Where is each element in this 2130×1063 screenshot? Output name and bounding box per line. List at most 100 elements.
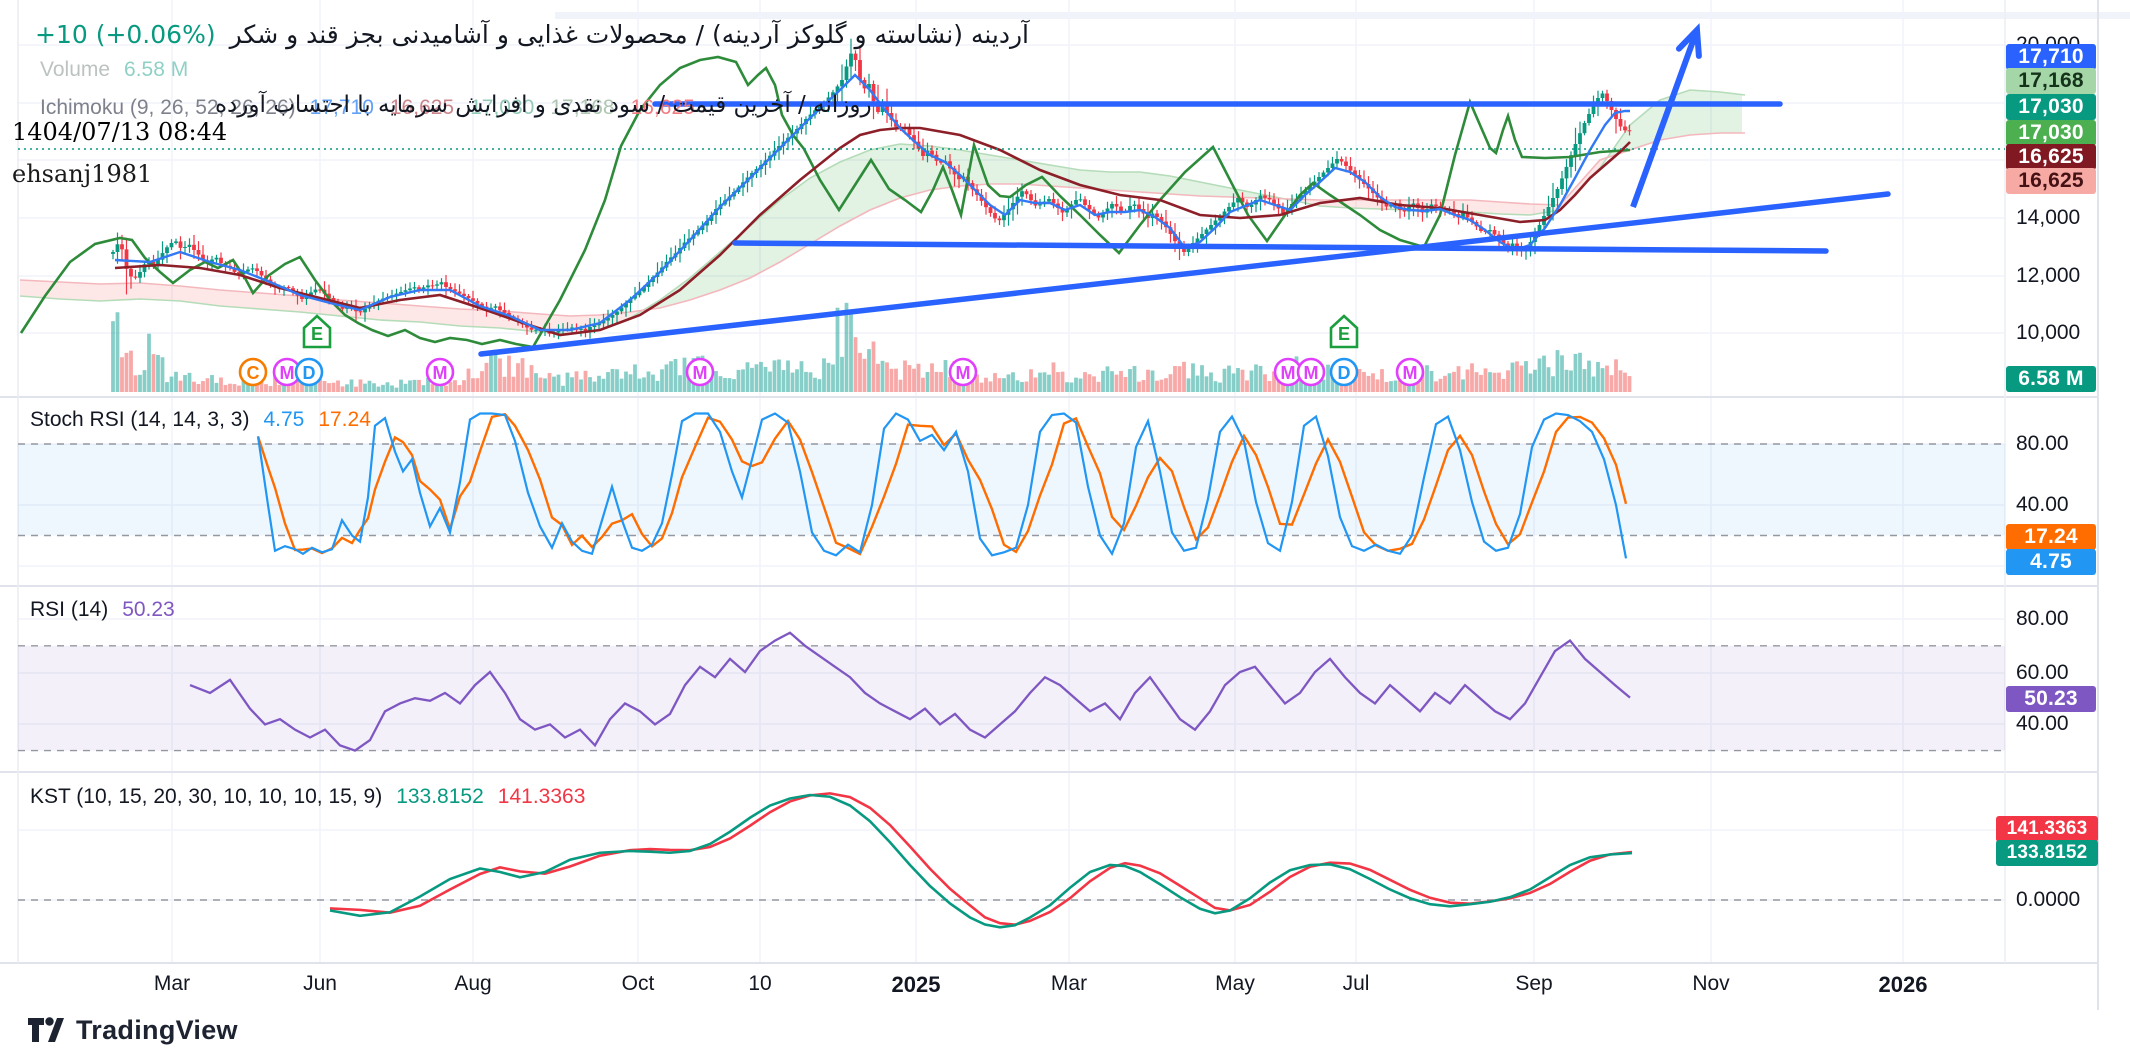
time-axis-label: May <box>1215 972 1255 995</box>
svg-text:M: M <box>1403 363 1418 383</box>
event-marker-C[interactable]: C <box>238 357 268 387</box>
ichimoku-value: 17,030 <box>470 96 535 119</box>
kst-value: 133.8152 <box>396 785 484 808</box>
kst-legend[interactable]: KST (10, 15, 20, 30, 10, 10, 10, 15, 9) … <box>30 785 585 809</box>
axis-price-label: 10,000 <box>2016 321 2081 344</box>
arrow-drawing[interactable] <box>1630 28 1700 209</box>
svg-text:E: E <box>1338 324 1350 344</box>
axis-price-label: 80.00 <box>2016 432 2069 455</box>
event-marker-M[interactable]: M <box>1273 357 1303 387</box>
volume-value: 6.58 M <box>124 58 189 81</box>
axis-price-label: 12,000 <box>2016 264 2081 287</box>
rsi-line[interactable] <box>189 631 1631 752</box>
kst-pane <box>18 792 2005 929</box>
axis-price-label: 60.00 <box>2016 661 2069 684</box>
event-marker-E[interactable]: E <box>1329 314 1359 349</box>
interval-subtitle: روزانه / آخرین قیمت / سود نقدی و افزایش … <box>215 92 872 118</box>
svg-text:M: M <box>1304 363 1319 383</box>
price-badge: 16,625 <box>2006 168 2096 194</box>
event-marker-M[interactable]: M <box>1296 357 1326 387</box>
volume-label: Volume <box>40 58 111 81</box>
event-marker-M[interactable]: M <box>948 357 978 387</box>
rsi-value: 50.23 <box>122 598 175 621</box>
event-markers: C M DEM M M M M DEM <box>238 314 1425 387</box>
trendline-drawings[interactable] <box>478 23 1891 357</box>
rsi-label: RSI (14) <box>30 598 109 621</box>
rsi-pane <box>18 631 2005 752</box>
tradingview-logo[interactable]: TradingView <box>26 1014 238 1046</box>
svg-text:M: M <box>280 363 295 383</box>
time-axis-label: 10 <box>748 972 772 995</box>
price-badge: 6.58 M <box>2006 366 2096 392</box>
event-marker-D[interactable]: D <box>294 357 324 387</box>
price-badge: 17,030 <box>2006 94 2096 120</box>
stoch-d-value: 17.24 <box>318 408 371 431</box>
price-badge: 17,168 <box>2006 68 2096 94</box>
symbol-legend[interactable]: آردینه (نشاسته و گلوکز آردینه) / محصولات… <box>35 20 1029 49</box>
axis-price-label: 14,000 <box>2016 206 2081 229</box>
price-badge: 133.8152 <box>1996 840 2098 866</box>
time-axis-label: 2025 <box>891 972 941 997</box>
price-badge: 17,710 <box>2006 44 2096 70</box>
stoch-k-line[interactable] <box>256 412 1628 559</box>
event-marker-M[interactable]: M <box>685 357 715 387</box>
svg-text:C: C <box>247 363 260 383</box>
stoch-rsi-label: Stoch RSI (14, 14, 3, 3) <box>30 408 250 431</box>
axis-price-label: 0.0000 <box>2016 888 2081 911</box>
volume-legend[interactable]: Volume 6.58 M <box>40 58 188 82</box>
kst-signal-value: 141.3363 <box>497 785 586 808</box>
stoch-rsi-legend[interactable]: Stoch RSI (14, 14, 3, 3) 4.75 17.24 <box>30 408 371 432</box>
svg-text:M: M <box>1281 363 1296 383</box>
trendline-3[interactable] <box>478 191 1891 357</box>
time-axis-label: Oct <box>621 972 655 995</box>
axis-price-label: 40.00 <box>2016 493 2069 516</box>
tradingview-logo-text: TradingView <box>76 1014 238 1045</box>
ichimoku-value: 17,168 <box>550 96 615 119</box>
price-badge: 17,030 <box>2006 120 2096 146</box>
pane-separators[interactable] <box>0 0 2099 1010</box>
price-badge: 141.3363 <box>1996 816 2098 842</box>
ichimoku-values: 17,710 16,625 17,030 17,168 16,625 <box>310 96 695 120</box>
time-axis-label: Mar <box>1050 972 1088 995</box>
event-marker-E[interactable]: E <box>302 314 332 349</box>
ichimoku-value: 17,710 <box>309 96 374 119</box>
svg-text:E: E <box>311 324 323 344</box>
rsi-legend[interactable]: RSI (14) 50.23 <box>30 598 175 622</box>
price-badge: 50.23 <box>2006 686 2096 712</box>
time-axis-label: Nov <box>1692 972 1730 995</box>
main-pane <box>19 38 1746 392</box>
time-axis-label: 2026 <box>1878 972 1928 997</box>
price-badge: 4.75 <box>2006 549 2096 575</box>
svg-text:M: M <box>956 363 971 383</box>
ichimoku-label: Ichimoku (9, 26, 52, 26, 26) <box>40 96 296 119</box>
volume-series <box>111 302 1632 392</box>
svg-text:D: D <box>303 363 316 383</box>
ichimoku-value: 16,625 <box>630 96 695 119</box>
ichimoku-legend[interactable]: Ichimoku (9, 26, 52, 26, 26) 17,710 16,62… <box>40 96 695 120</box>
event-marker-M[interactable]: M <box>1395 357 1425 387</box>
tradingview-logo-icon <box>28 1017 64 1042</box>
symbol-title: آردینه (نشاسته و گلوکز آردینه) / محصولات… <box>229 20 1029 49</box>
stoch-rsi-pane <box>18 412 2005 559</box>
datetime-label: 1404/07/13 08:44 <box>12 118 228 146</box>
event-marker-M[interactable]: M <box>425 357 455 387</box>
time-axis-label: Jun <box>303 972 337 995</box>
ichimoku-cloud <box>19 89 1746 335</box>
arrow-head <box>1675 23 1702 59</box>
trendline-2[interactable] <box>732 240 1829 254</box>
event-marker-D[interactable]: D <box>1329 357 1359 387</box>
time-axis-label: Mar <box>153 972 191 995</box>
price-badge: 16,625 <box>2006 144 2096 170</box>
ichimoku-value: 16,625 <box>389 96 455 119</box>
svg-text:M: M <box>693 363 708 383</box>
kst-line[interactable] <box>329 793 1633 929</box>
overlay-compare-line[interactable] <box>19 55 1631 349</box>
kijun-sen-line[interactable] <box>114 126 1631 337</box>
svg-text:D: D <box>1338 363 1351 383</box>
price-change: +10 (+0.06%) <box>35 20 216 49</box>
tenkan-sen-line[interactable] <box>114 73 1630 332</box>
axis-price-label: 80.00 <box>2016 607 2069 630</box>
event-marker-M[interactable]: M <box>272 357 302 387</box>
